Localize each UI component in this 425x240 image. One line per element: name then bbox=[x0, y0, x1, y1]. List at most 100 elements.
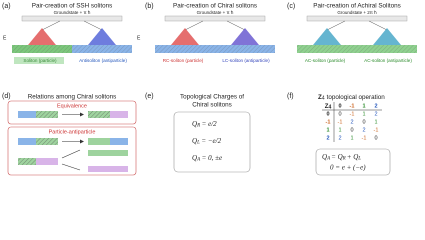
panel-title: Topological Charges of bbox=[180, 94, 244, 101]
decoration bbox=[61, 149, 81, 159]
relation-label: Equivalence bbox=[57, 103, 87, 109]
decoration bbox=[7, 100, 137, 125]
connector bbox=[83, 20, 103, 31]
equation-subscript: R bbox=[196, 124, 200, 129]
decoration bbox=[88, 138, 110, 145]
soliton-peak bbox=[171, 28, 199, 45]
groundstate-label: Groundstate + π ħ bbox=[54, 10, 91, 15]
panel-label: (d) bbox=[2, 93, 11, 100]
soliton-peak bbox=[28, 28, 56, 45]
chain-hatch bbox=[155, 45, 275, 53]
panel-title: Relations among Chiral solitons bbox=[28, 94, 117, 101]
antiparticle-label: AC-soliton (antiparticle) bbox=[364, 58, 412, 63]
table-cell: 1 bbox=[362, 111, 365, 117]
groundstate-bar bbox=[21, 15, 123, 22]
groundstate-label: Groundstate + 2π ħ bbox=[337, 10, 377, 15]
equation-symbol: Q bbox=[192, 137, 197, 145]
table-cell: 1 bbox=[338, 127, 341, 133]
table-cell: 0 bbox=[350, 127, 353, 133]
connector bbox=[226, 20, 246, 31]
table-header: 2 bbox=[374, 103, 377, 109]
decoration bbox=[61, 163, 81, 171]
soliton-peak bbox=[231, 28, 259, 45]
table-cell: 0 bbox=[374, 135, 377, 141]
decoration bbox=[18, 111, 36, 118]
group: (a) Pair-creation of SSH solitonsGroundst… bbox=[2, 3, 417, 64]
soliton-peak bbox=[88, 28, 116, 45]
antiparticle-label: LC-soliton (antiparticle) bbox=[222, 58, 270, 63]
table-corner-symbol: Z bbox=[325, 104, 329, 110]
figure: (a) Pair-creation of SSH solitonsGroundst… bbox=[2, 3, 417, 176]
decoration bbox=[88, 111, 110, 118]
groundstate-bar bbox=[164, 15, 266, 22]
table-cell: -1 bbox=[350, 111, 355, 117]
connector bbox=[41, 20, 61, 31]
table-cell: 2 bbox=[350, 119, 353, 125]
decoration bbox=[88, 150, 128, 156]
decoration: Z bbox=[318, 94, 322, 101]
table-header: -1 bbox=[350, 103, 355, 109]
decoration bbox=[80, 139, 84, 144]
equation-rhs: = 0, ±e bbox=[202, 154, 222, 162]
group: Z4 0 -1 1 20 0 -1 1 2-1 -1 2 0 11 1 0 2 -12 2 1 -1 0 bbox=[322, 102, 382, 142]
decoration bbox=[36, 111, 58, 118]
panel-label: (f) bbox=[287, 93, 294, 100]
particle-label: Soliton (particle) bbox=[23, 58, 57, 63]
table-cell: 2 bbox=[374, 111, 377, 117]
table-cell: -1 bbox=[362, 135, 367, 141]
panel-label: (e) bbox=[145, 93, 154, 100]
equation: QL = −e/2 bbox=[192, 137, 222, 146]
connector bbox=[368, 20, 388, 31]
equation: QA= QR+ QL bbox=[322, 153, 361, 162]
decoration bbox=[173, 111, 251, 173]
particle-label: RC-soliton (particle) bbox=[163, 58, 204, 63]
table-cell: -1 bbox=[338, 119, 343, 125]
panel-label: (b) bbox=[145, 3, 154, 10]
decoration bbox=[110, 111, 128, 118]
field-label: E bbox=[137, 35, 141, 41]
table-cell: 1 bbox=[374, 119, 377, 125]
groundstate-bar bbox=[306, 15, 408, 22]
decoration: 4 bbox=[322, 96, 325, 102]
table-row-header: 2 bbox=[326, 135, 329, 141]
field-label: E bbox=[3, 35, 7, 41]
equation-symbol: Q bbox=[192, 120, 197, 128]
chain-hatch bbox=[12, 45, 132, 53]
equation-subscript: A bbox=[196, 158, 201, 163]
decoration: Q bbox=[322, 153, 327, 161]
decoration: A bbox=[326, 157, 331, 162]
relation-label: Particle-antiparticle bbox=[49, 129, 96, 135]
panel-title: Pair-creation of Chiral solitons bbox=[173, 3, 257, 10]
table-cell: -1 bbox=[374, 127, 379, 133]
table-cell: 0 bbox=[338, 111, 341, 117]
panel-title: Pair-creation of Achiral Solitons bbox=[313, 3, 401, 10]
decoration bbox=[110, 138, 128, 145]
decoration: = Q bbox=[331, 153, 343, 161]
decoration bbox=[18, 138, 36, 145]
decoration bbox=[80, 112, 84, 117]
panel-title: Chiral solitons bbox=[192, 102, 232, 109]
soliton-peak bbox=[373, 28, 401, 45]
panel-title: Z4 topological operation bbox=[318, 94, 385, 102]
table-header: 1 bbox=[362, 103, 365, 109]
panel-label: (c) bbox=[287, 3, 295, 10]
panel-title: Pair-creation of SSH solitons bbox=[32, 3, 113, 10]
decoration bbox=[88, 166, 128, 172]
decoration bbox=[18, 158, 36, 165]
group: QR = e/2QL = −e/2QA = 0, ±e bbox=[192, 120, 222, 163]
table-cell: 1 bbox=[350, 135, 353, 141]
table-cell: 2 bbox=[362, 127, 365, 133]
chain-hatch bbox=[297, 45, 417, 53]
table-cell: 2 bbox=[338, 135, 341, 141]
equation: QR = e/2 bbox=[192, 120, 217, 129]
table-corner-subscript: 4 bbox=[328, 105, 331, 111]
soliton-peak bbox=[313, 28, 341, 45]
decoration bbox=[315, 148, 391, 176]
decoration: R bbox=[342, 157, 346, 162]
table-row-header: -1 bbox=[326, 119, 331, 125]
decoration bbox=[36, 138, 58, 145]
connector bbox=[184, 20, 204, 31]
decoration: L bbox=[357, 157, 361, 162]
decoration: + Q bbox=[347, 153, 359, 161]
label-background bbox=[14, 57, 64, 64]
